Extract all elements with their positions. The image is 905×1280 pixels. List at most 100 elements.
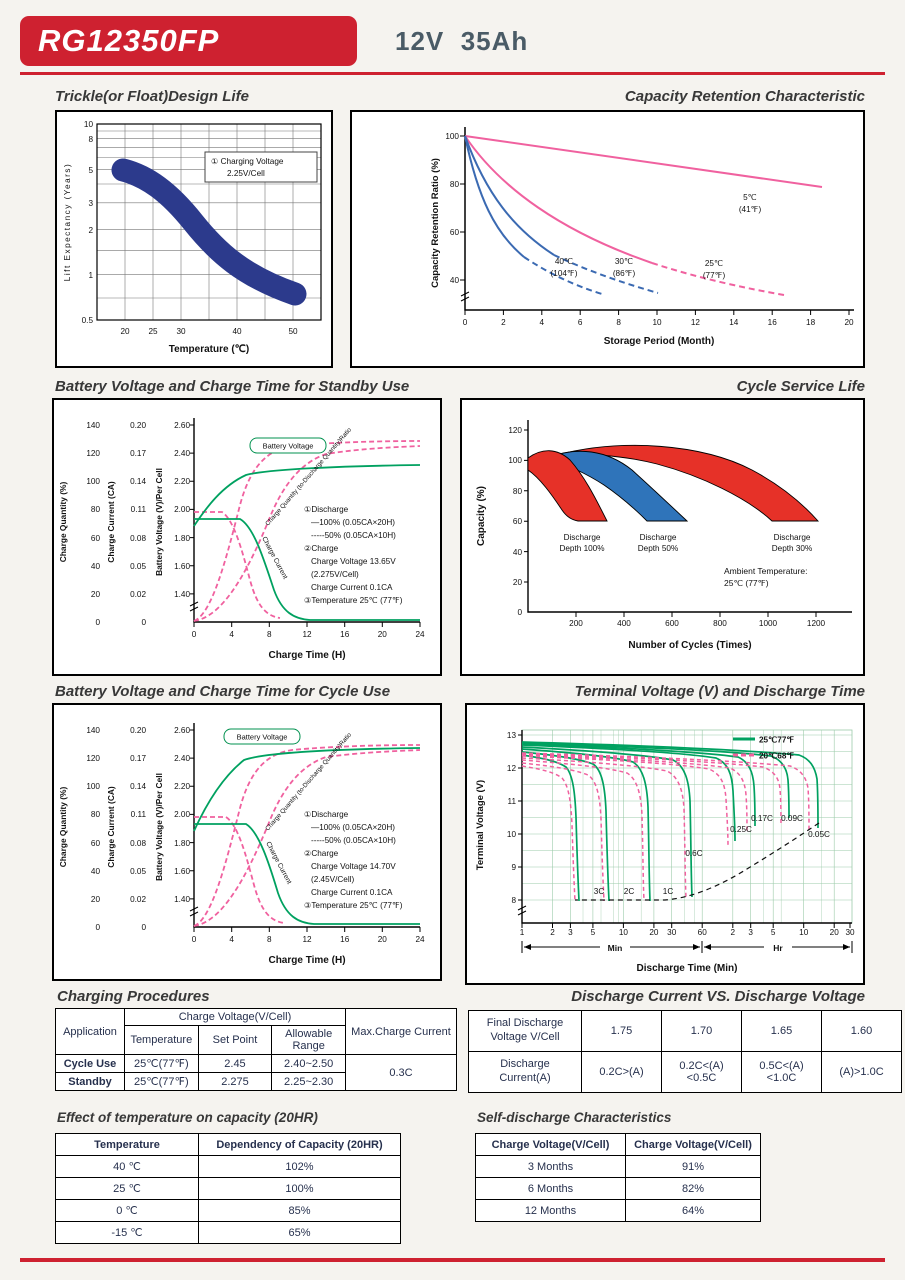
tick-label: 10 (84, 120, 94, 129)
tick-label: 100 (86, 782, 100, 791)
charge-quantity-50-curve (193, 440, 421, 622)
cell-final-voltage: 1.65 (741, 1010, 822, 1052)
curves (464, 135, 823, 296)
y-axis-ticks: 13 12 11 10 9 8 (507, 731, 517, 905)
rate-label: 0.09C (781, 814, 803, 823)
discharge-curves-20c (521, 752, 810, 902)
axis1-label: Charge Quantity (%) (58, 787, 68, 868)
tick-label: 1.40 (174, 895, 190, 904)
cell-temperature: 25 ℃ (55, 1177, 199, 1200)
cell-discharge-current: 0.2C>(A) (581, 1051, 662, 1093)
row-label-cell: Final Discharge Voltage V/Cell (468, 1010, 582, 1052)
tick-label: 0.02 (130, 895, 146, 904)
cell-temperature: 0 ℃ (55, 1199, 199, 1222)
section-title-terminal: Terminal Voltage (V) and Discharge Time (574, 683, 865, 700)
cell-discharge-current: (A)>1.0C (821, 1051, 902, 1093)
charge-current-curve (194, 518, 420, 621)
temperature-capacity-table: Temperature Dependency of Capacity (20HR… (55, 1133, 401, 1244)
tick-label: 60 (450, 228, 460, 237)
tick-label: 0.14 (130, 477, 146, 486)
section-title-retention: Capacity Retention Characteristic (624, 88, 865, 105)
tick-label: 0.11 (131, 810, 147, 819)
tick-label: 0.17 (130, 754, 146, 763)
cell-final-voltage: 1.75 (581, 1010, 662, 1052)
trickle-design-life-chart: ① Charging Voltage 2.25V/Cell 10 8 5 3 2… (55, 110, 333, 368)
rate-labels: 3C 2C 1C 0.6C 0.25C 0.17C 0.09C 0.05C (594, 814, 830, 896)
depth-30-wedge (556, 444, 820, 522)
y-axis-label: Capacity Retention Ratio (%) (430, 158, 441, 288)
rate-label: 0.17C (751, 814, 773, 823)
tick-label: 80 (513, 487, 523, 496)
cell-application: Cycle Use (55, 1054, 125, 1073)
depth-50-wedge (545, 450, 689, 522)
tick-label: 0 (192, 935, 197, 944)
tick-label: 24 (415, 630, 425, 639)
tick-label: 80 (91, 505, 101, 514)
tick-label: 100 (445, 132, 459, 141)
tick-label: 20 (91, 895, 101, 904)
note-line: -----50% (0.05CA×10H) (311, 836, 396, 845)
header-cell: Charge Voltage(V/Cell) (124, 1008, 346, 1026)
x-axis-ticks: 0 2 4 6 8 10 12 14 16 18 20 (463, 318, 854, 327)
tick-label: 2 (501, 318, 506, 327)
tick-label: 1.60 (174, 562, 190, 571)
curve-label: 40℃ (555, 257, 573, 266)
table-row: 3 Months 91% (475, 1155, 761, 1178)
header-divider (20, 72, 885, 75)
table-row: Final Discharge Voltage V/Cell 1.75 1.70… (468, 1010, 902, 1052)
curve-label: (77℉) (703, 271, 726, 280)
discharge-voltage-table: Final Discharge Voltage V/Cell 1.75 1.70… (468, 1010, 902, 1093)
capacity-retention-chart: 40℃ (104℉) 30℃ (86℉) 25℃ (77℉) 5℃ (41℉) … (350, 110, 865, 368)
curve-30c (464, 135, 555, 256)
cell-allowable-range: 2.40~2.50 (271, 1054, 346, 1073)
self-discharge-table: Charge Voltage(V/Cell) Charge Voltage(V/… (475, 1133, 761, 1222)
tick-label: 5 (88, 166, 93, 175)
tick-label: 20 (91, 590, 101, 599)
condition-notes: ①Discharge —100% (0.05CA×20H) -----50% (… (304, 810, 403, 910)
y-axis-label: Capacity (%) (476, 486, 487, 546)
plot-frame (96, 123, 322, 321)
section-title-cycle-life: Cycle Service Life (736, 378, 865, 395)
tick-label: 16 (768, 318, 778, 327)
tick-label: 120 (86, 449, 100, 458)
cell-dependency: 100% (198, 1177, 401, 1200)
tick-label: 80 (91, 810, 101, 819)
tick-label: 20 (830, 928, 840, 937)
x-axis-label: Temperature (℃) (169, 344, 250, 355)
table-row: 25 ℃ 100% (55, 1177, 401, 1200)
header-cell: Set Point (197, 1025, 273, 1055)
note-line: ①Discharge (304, 810, 349, 819)
tick-label: 24 (415, 935, 425, 944)
tick-label: 0.08 (130, 839, 146, 848)
tick-label: 60 (698, 928, 708, 937)
tick-label: 20 (120, 327, 130, 336)
trickle-chart-svg: ① Charging Voltage 2.25V/Cell 10 8 5 3 2… (63, 120, 322, 355)
design-life-band (111, 158, 307, 306)
rate-label: 0.6C (685, 849, 702, 858)
curve-40c (464, 135, 525, 258)
rate-label: 0.25C (730, 825, 752, 834)
wedge-label: Depth 30% (772, 544, 813, 553)
x-axis-label: Charge Time (H) (268, 650, 345, 661)
row-label-cell: Discharge Current(A) (468, 1051, 582, 1093)
tick-label: 50 (288, 327, 298, 336)
y-axis-label: Terminal Voltage (V) (475, 780, 486, 870)
tick-label: 14 (729, 318, 739, 327)
cell-period: 6 Months (475, 1177, 626, 1200)
tick-label: 5 (771, 928, 776, 937)
tick-label: 200 (569, 619, 583, 628)
tick-label: 0.11 (131, 505, 147, 514)
charging-procedures-table: Application Charge Voltage(V/Cell) Max.C… (55, 1008, 457, 1091)
note-box (204, 151, 318, 183)
tick-label: 60 (513, 517, 523, 526)
tick-label: 10 (507, 830, 517, 839)
axis3-label: Battery Voltage (V)/Per Cell (154, 773, 164, 881)
tick-label: 16 (340, 935, 350, 944)
charge-current-curve (194, 823, 420, 925)
ambient-note: 25℃ (77℉) (724, 578, 769, 588)
header-cell: Temperature (55, 1133, 199, 1156)
charge-quantity-50-curve (193, 744, 421, 927)
header-cell: Charge Voltage(V/Cell) (625, 1133, 761, 1156)
cell-discharge-current: 0.5C<(A)<1.0C (741, 1051, 822, 1093)
